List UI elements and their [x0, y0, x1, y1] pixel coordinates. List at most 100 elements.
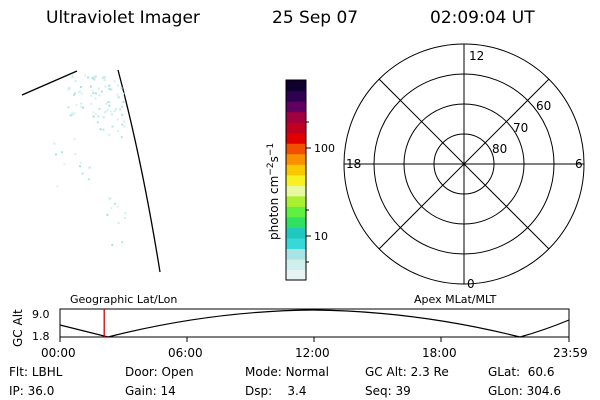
- altitude-curve: [59, 309, 570, 338]
- colorbar-cell: [286, 132, 306, 144]
- colorbar-cell: [286, 153, 306, 165]
- emission-pixel: [94, 97, 97, 100]
- emission-pixel: [91, 89, 94, 92]
- emission-pixel: [121, 241, 124, 244]
- emission-pixel: [90, 85, 92, 88]
- emission-pixel: [71, 113, 74, 116]
- emission-pixel: [77, 91, 80, 94]
- emission-pixel: [116, 93, 119, 96]
- timeline-xtick-1: 06:00: [168, 346, 203, 360]
- timeline-right-caption: Apex MLat/MLT: [414, 293, 497, 306]
- mlat-label-80: 80: [492, 142, 507, 156]
- emission-pixel: [116, 205, 119, 208]
- emission-pixel: [94, 92, 97, 95]
- timeline-xtick-2: 12:00: [295, 346, 330, 360]
- colorbar-cell: [286, 258, 306, 271]
- emission-pixel: [124, 212, 127, 215]
- emission-pixel: [61, 151, 63, 154]
- colorbar-cell: [286, 206, 306, 218]
- emission-pixel: [92, 115, 95, 118]
- emission-pixel: [73, 92, 76, 95]
- colorbar-cell: [286, 143, 306, 155]
- emission-pixel: [99, 128, 102, 131]
- emission-pixel: [97, 87, 100, 90]
- colorbar-tick-100: 100: [314, 142, 335, 155]
- mlt-label-12: 12: [469, 49, 484, 63]
- colorbar-cell: [286, 185, 306, 197]
- mlt-label-0: 0: [467, 277, 475, 291]
- emission-pixel: [71, 73, 74, 76]
- emission-pixel: [79, 86, 82, 88]
- emission-pixel: [92, 92, 95, 95]
- emission-pixel: [90, 94, 93, 97]
- colorbar-frame: [285, 79, 307, 281]
- emission-pixel: [79, 165, 81, 168]
- emission-pixel: [108, 84, 111, 87]
- colorbar-cell: [286, 174, 306, 186]
- emission-pixel: [108, 87, 111, 90]
- emission-pixel: [63, 163, 66, 166]
- emission-pixel: [56, 185, 59, 188]
- emission-pixel: [111, 125, 114, 128]
- colorbar-cell: [286, 227, 306, 239]
- status-glat: GLat: 60.6: [488, 365, 555, 379]
- emission-pixel: [67, 106, 70, 109]
- status-gain: Gain: 14: [125, 384, 176, 398]
- aurora-emission: [53, 73, 127, 246]
- emission-pixel: [94, 75, 97, 78]
- emission-pixel: [122, 120, 125, 123]
- emission-pixel: [98, 94, 101, 97]
- status-mode: Mode: Normal: [245, 365, 329, 379]
- mlat-label-60: 60: [536, 99, 551, 113]
- emission-pixel: [119, 108, 122, 111]
- emission-pixel: [105, 110, 108, 113]
- emission-pixel: [68, 87, 71, 90]
- emission-pixel: [111, 243, 114, 246]
- timeline-xtick-3: 18:00: [422, 346, 457, 360]
- emission-pixel: [123, 125, 126, 128]
- colorbar-cell: [286, 122, 306, 134]
- mlt-label-6: 6: [575, 157, 583, 171]
- emission-pixel: [106, 213, 109, 216]
- emission-pixel: [108, 101, 111, 104]
- emission-pixel: [117, 84, 120, 87]
- emission-pixel: [55, 153, 57, 156]
- emission-pixel: [73, 137, 76, 140]
- colorbar-cell: [286, 216, 306, 228]
- emission-pixel: [73, 94, 76, 96]
- emission-pixel: [79, 161, 82, 164]
- mlt-label-18: 18: [346, 157, 361, 171]
- emission-pixel: [107, 134, 110, 137]
- colorbar-cell: [286, 195, 306, 207]
- emission-pixel: [74, 153, 77, 156]
- emission-pixel: [110, 113, 113, 116]
- emission-pixel: [102, 128, 105, 131]
- colorbar-unit-label: photon cm−2s−1: [266, 143, 281, 240]
- emission-pixel: [108, 104, 111, 107]
- emission-pixel: [79, 90, 81, 93]
- status-dsp: Dsp: 3.4: [245, 384, 307, 398]
- emission-pixel: [104, 85, 107, 88]
- emission-pixel: [106, 108, 109, 111]
- emission-pixel: [84, 74, 86, 77]
- status-ip: IP: 36.0: [9, 384, 55, 398]
- emission-pixel: [116, 118, 119, 121]
- earth-limb-top: [21, 70, 78, 96]
- emission-pixel: [107, 101, 110, 104]
- emission-pixel: [69, 114, 72, 117]
- emission-pixel: [93, 78, 96, 81]
- earth-limb-right: [117, 69, 161, 273]
- mlat-label-70: 70: [513, 121, 528, 135]
- emission-pixel: [102, 116, 105, 118]
- emission-pixel: [103, 79, 106, 81]
- emission-pixel: [87, 76, 90, 79]
- emission-pixel: [117, 222, 120, 224]
- emission-pixel: [122, 92, 125, 95]
- timeline-xtick-0: 00:00: [41, 346, 76, 360]
- colorbar-cell: [286, 80, 306, 92]
- emission-pixel: [121, 113, 124, 116]
- status-filter: Flt: LBHL: [9, 365, 63, 379]
- colorbar-cell: [286, 269, 306, 281]
